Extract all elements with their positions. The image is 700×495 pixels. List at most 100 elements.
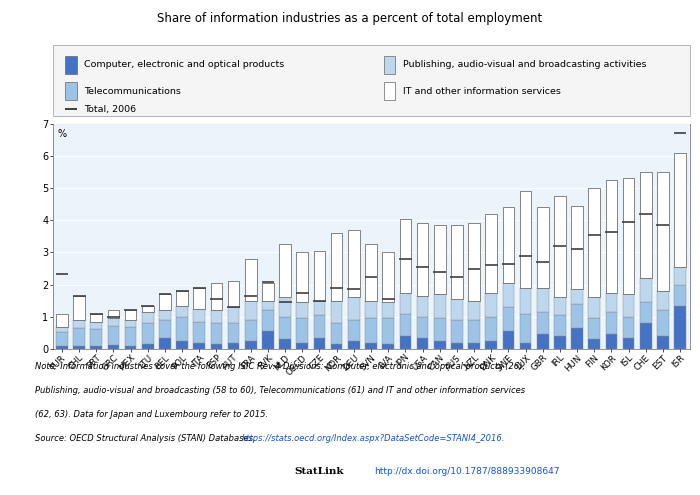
Bar	[142, 344, 153, 349]
Bar	[434, 225, 445, 294]
Bar	[90, 314, 102, 322]
Bar	[606, 312, 617, 335]
Bar	[485, 341, 497, 349]
Text: IT and other information services: IT and other information services	[403, 87, 561, 96]
Bar	[314, 251, 326, 300]
Bar	[674, 153, 686, 267]
Bar	[297, 302, 308, 318]
Bar	[416, 338, 428, 349]
Bar	[384, 82, 395, 100]
Bar	[108, 310, 119, 318]
Bar	[331, 233, 342, 300]
Bar	[416, 317, 428, 338]
Bar	[400, 336, 411, 349]
Bar	[400, 293, 411, 314]
Bar	[571, 304, 583, 328]
Bar	[606, 335, 617, 349]
Bar	[331, 300, 342, 323]
Bar	[416, 296, 428, 317]
Bar	[279, 317, 291, 340]
Bar	[56, 346, 68, 349]
Text: StatLink: StatLink	[294, 467, 344, 476]
Bar	[159, 320, 171, 338]
Bar	[554, 336, 566, 349]
Bar	[142, 312, 153, 323]
Bar	[657, 310, 668, 336]
Bar	[348, 320, 360, 341]
Bar	[65, 55, 77, 74]
Bar	[245, 300, 257, 320]
Bar	[640, 302, 652, 323]
Bar	[451, 299, 463, 320]
Text: (62, 63). Data for Japan and Luxembourg refer to 2015.: (62, 63). Data for Japan and Luxembourg …	[35, 410, 268, 419]
Bar	[400, 314, 411, 336]
Bar	[74, 320, 85, 328]
Text: Share of information industries as a percent of total employment: Share of information industries as a per…	[158, 12, 542, 25]
Bar	[176, 341, 188, 349]
Bar	[623, 178, 634, 294]
Text: Computer, electronic and optical products: Computer, electronic and optical product…	[84, 60, 285, 69]
Bar	[74, 328, 85, 346]
Text: Total, 2006: Total, 2006	[84, 104, 136, 114]
Bar	[623, 317, 634, 338]
Bar	[279, 245, 291, 297]
Text: %: %	[57, 129, 66, 140]
Bar	[434, 294, 445, 318]
Text: https://stats.oecd.org/Index.aspx?DataSetCode=STANI4_2016.: https://stats.oecd.org/Index.aspx?DataSe…	[242, 434, 505, 443]
FancyBboxPatch shape	[52, 45, 690, 116]
Bar	[331, 344, 342, 349]
Bar	[589, 188, 600, 297]
Bar	[56, 332, 68, 346]
Bar	[674, 285, 686, 305]
Bar	[365, 245, 377, 300]
Bar	[382, 344, 394, 349]
Bar	[211, 344, 223, 349]
Bar	[503, 331, 514, 349]
Bar	[589, 340, 600, 349]
Bar	[468, 343, 480, 349]
Bar	[640, 278, 652, 302]
Bar	[537, 312, 549, 335]
Bar	[485, 317, 497, 341]
Bar	[451, 320, 463, 343]
Bar	[348, 230, 360, 297]
Bar	[365, 343, 377, 349]
Bar	[554, 315, 566, 336]
Bar	[382, 302, 394, 318]
Text: http://dx.doi.org/10.1787/888933908647: http://dx.doi.org/10.1787/888933908647	[374, 467, 560, 476]
Bar	[519, 288, 531, 314]
Text: Publishing, audio-visual and broadcasting (58 to 60), Telecommunications (61) an: Publishing, audio-visual and broadcastin…	[35, 386, 525, 395]
Bar	[657, 291, 668, 310]
Bar	[571, 206, 583, 290]
Bar	[279, 297, 291, 317]
Bar	[193, 322, 205, 343]
Bar	[125, 320, 136, 327]
Bar	[519, 191, 531, 288]
Bar	[348, 341, 360, 349]
Bar	[468, 224, 480, 300]
Bar	[65, 82, 77, 100]
Bar	[56, 327, 68, 332]
Bar	[623, 294, 634, 317]
Bar	[108, 318, 119, 326]
Bar	[400, 219, 411, 293]
Bar	[56, 314, 68, 327]
Bar	[451, 343, 463, 349]
Bar	[228, 323, 239, 343]
Bar	[74, 346, 85, 349]
Bar	[279, 340, 291, 349]
Bar	[159, 310, 171, 320]
Bar	[314, 300, 326, 315]
Bar	[108, 326, 119, 345]
Bar	[159, 338, 171, 349]
Bar	[434, 341, 445, 349]
Bar	[125, 327, 136, 346]
Bar	[314, 338, 326, 349]
Bar	[657, 172, 668, 291]
Bar	[537, 335, 549, 349]
Bar	[176, 291, 188, 305]
Bar	[451, 225, 463, 299]
Bar	[297, 343, 308, 349]
Bar	[503, 283, 514, 307]
Bar	[348, 297, 360, 320]
